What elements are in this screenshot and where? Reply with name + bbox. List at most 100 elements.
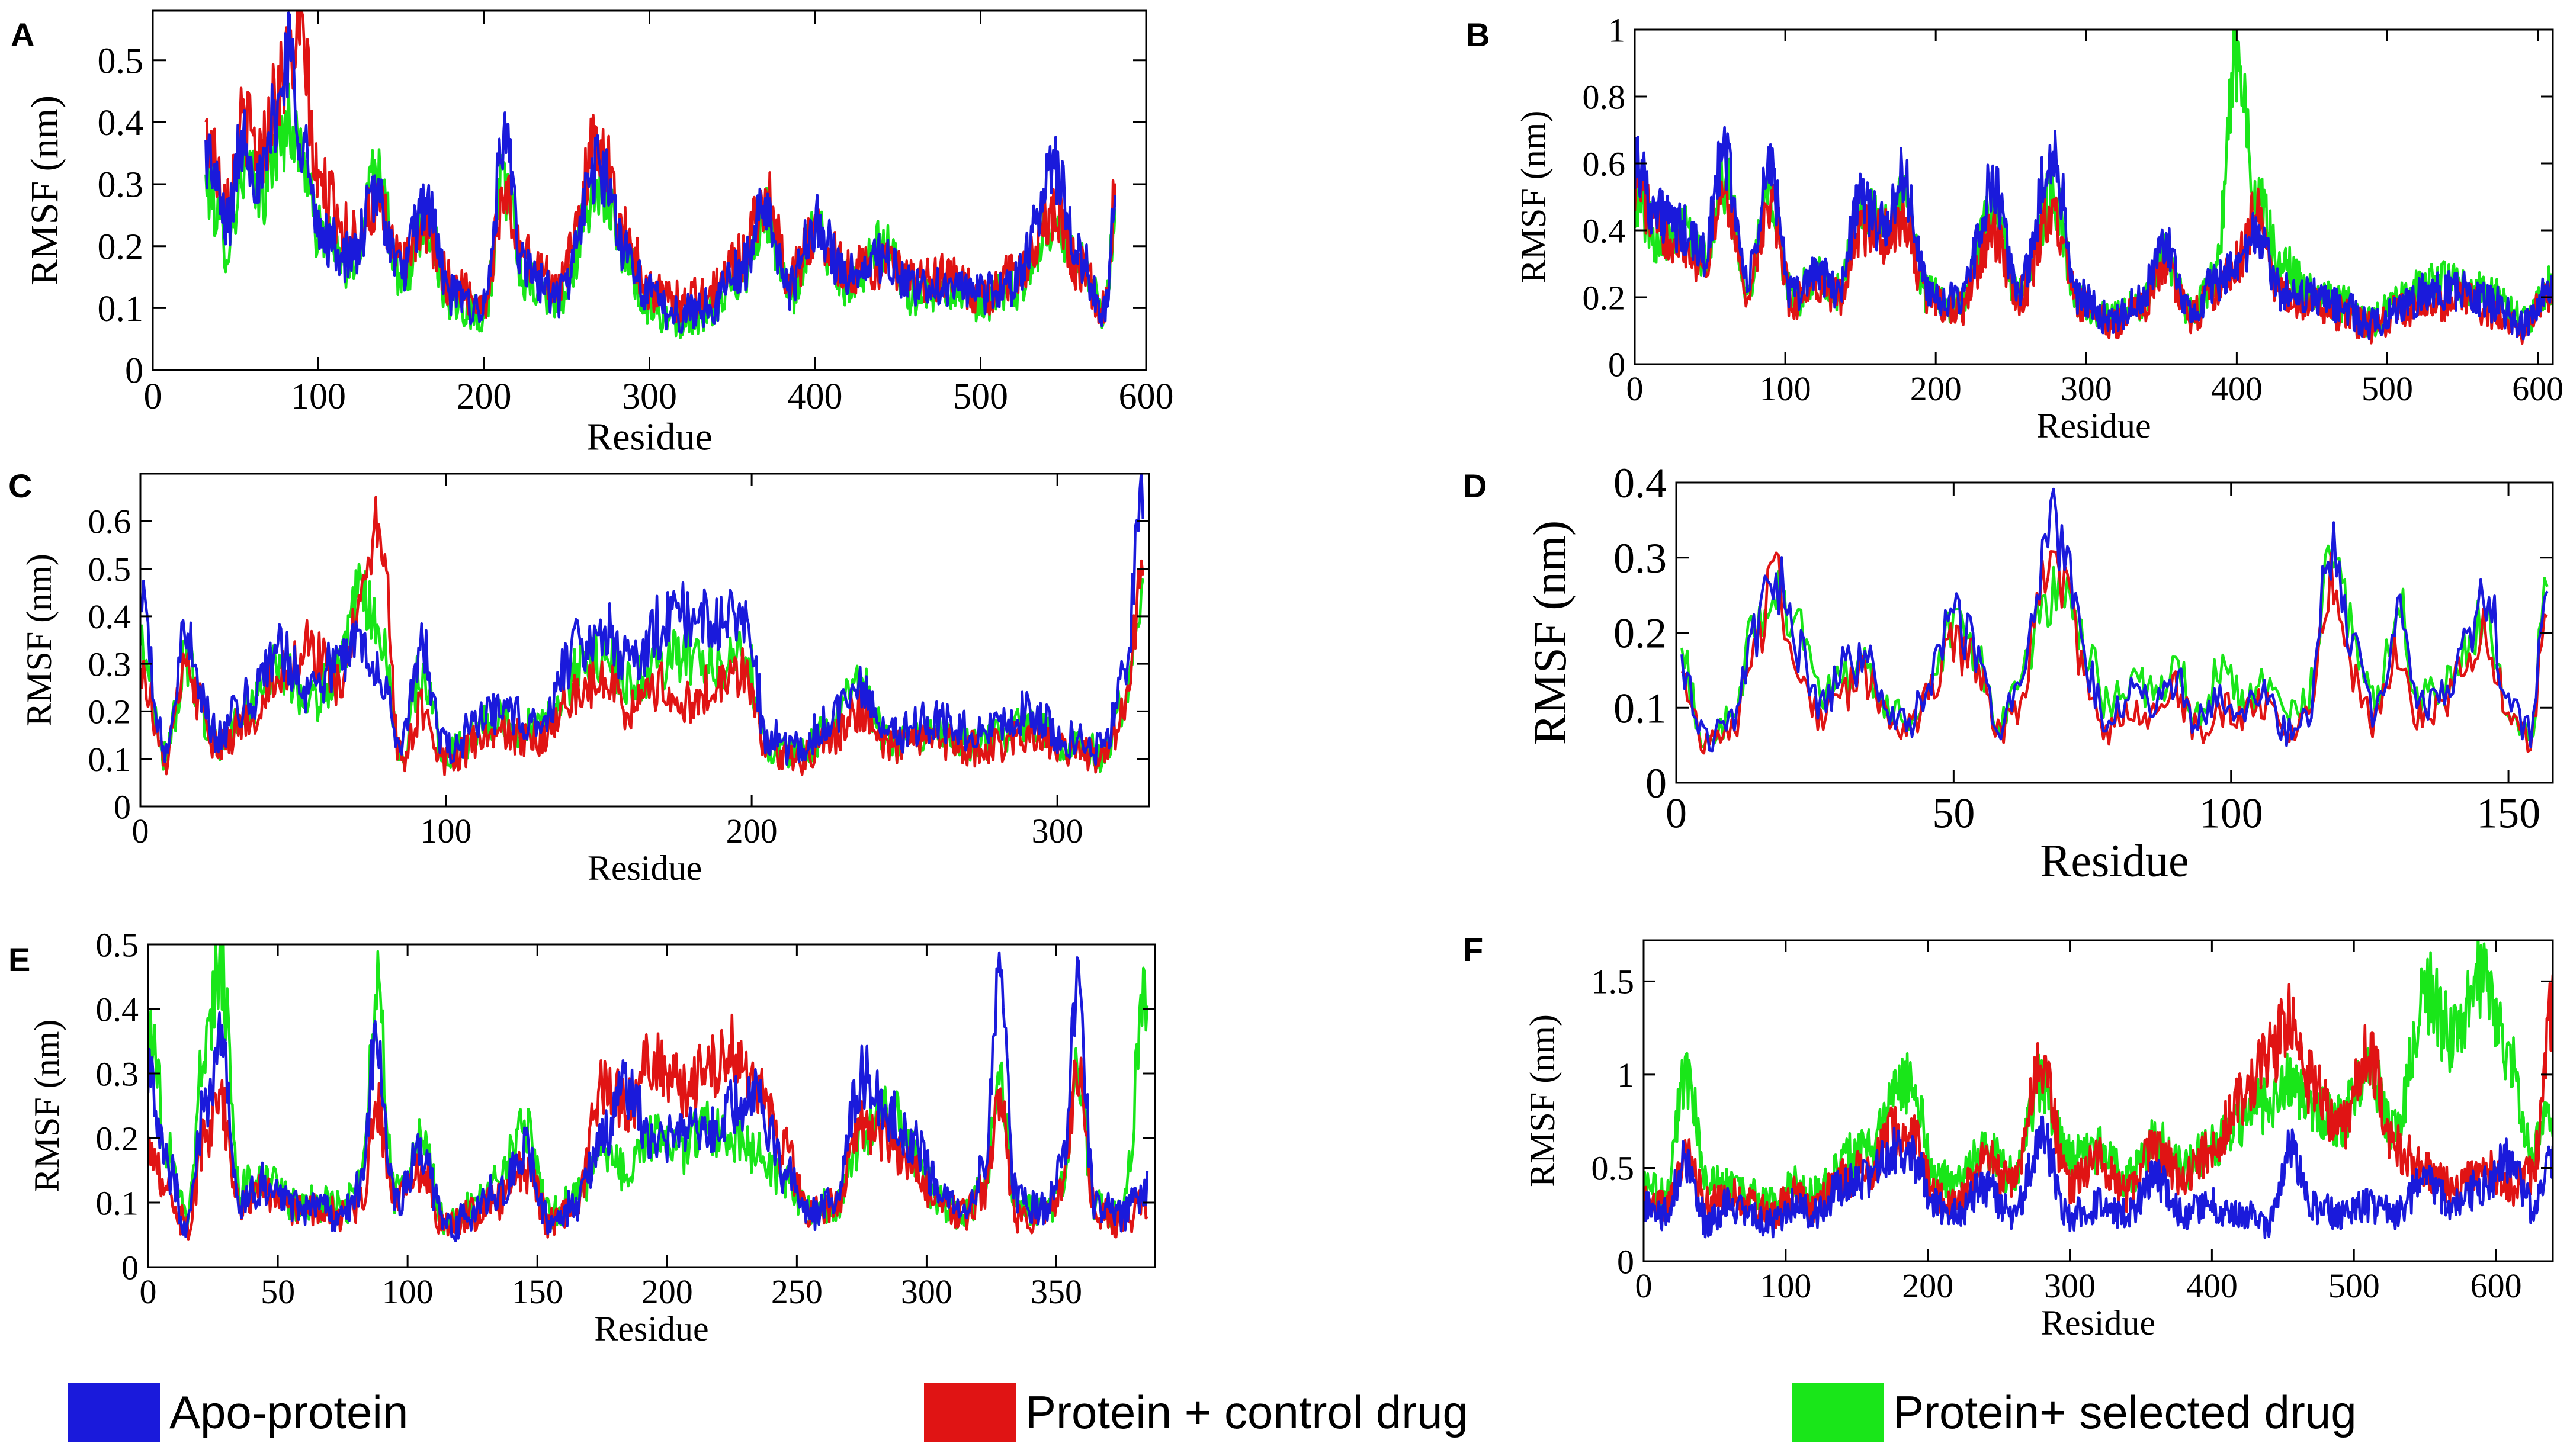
legend-item-selected: Protein+ selected drug (1792, 1380, 2357, 1445)
x-axis-label: Residue (2036, 406, 2151, 445)
y-tick-label: 0.3 (88, 645, 131, 683)
x-tick-label: 400 (2186, 1267, 2238, 1305)
x-tick-label: 250 (771, 1272, 823, 1311)
x-tick-label: 0 (140, 1272, 157, 1311)
y-tick-label: 0 (1617, 1242, 1634, 1281)
x-tick-label: 100 (1760, 1267, 1811, 1305)
chart-panel-f: F 0 100 200 300 400 500 600 0 0.5 1 1.5 Residue RMSF … (1463, 931, 2554, 1342)
x-tick-label: 600 (2512, 369, 2563, 408)
y-tick-label: 0.4 (96, 990, 139, 1028)
x-tick-label: 600 (2470, 1267, 2522, 1305)
x-tick-label: 0 (132, 812, 149, 850)
y-axis-label: RMSF (nm) (23, 95, 66, 285)
series-line-selected-d (1680, 544, 2549, 749)
y-tick-label: 0 (121, 1248, 139, 1287)
y-tick-label: 0.3 (1613, 535, 1667, 582)
x-tick-label: 100 (291, 377, 346, 417)
x-axis-label: Residue (594, 1309, 708, 1348)
y-tick-label: 0.1 (96, 1184, 139, 1222)
x-tick-label: 50 (1932, 790, 1975, 837)
panel-letter-b: B (1466, 16, 1490, 53)
y-tick-label: 0.5 (96, 925, 139, 964)
y-tick-label: 1 (1617, 1056, 1634, 1094)
legend-swatch-selected (1792, 1383, 1884, 1442)
x-tick-label: 100 (421, 812, 472, 850)
x-axis-label: Residue (588, 848, 702, 888)
x-tick-label: 300 (2061, 369, 2112, 408)
plot-frame (139, 473, 1150, 808)
y-tick-label: 0.4 (1583, 211, 1626, 250)
y-axis-label: RMSF (nm) (1524, 520, 1576, 745)
y-axis-label: RMSF (nm) (1523, 1014, 1562, 1187)
x-tick-label: 400 (788, 377, 843, 417)
series-line-apo-c (140, 474, 1144, 766)
series-line-apo-f (1644, 1115, 2553, 1239)
x-tick-label: 500 (953, 377, 1008, 417)
chart-panel-a: A 0 100 200 300 400 500 600 0 0.1 0.2 0.3 0.4 0.5 Resi… (11, 9, 1174, 458)
y-tick-label: 0 (1645, 760, 1667, 807)
x-tick-label: 350 (1031, 1272, 1082, 1311)
x-tick-label: 500 (2362, 369, 2413, 408)
series-line-apo-a (204, 11, 1117, 334)
x-tick-label: 200 (1910, 369, 1962, 408)
chart-panel-c: C0 100 200 30000.10.20.30.40.50.6ResidueRMS… (8, 467, 1150, 888)
x-tick-label: 50 (261, 1272, 295, 1311)
y-tick-label: 0.4 (88, 597, 131, 636)
legend-item-apo: Apo-protein (68, 1380, 408, 1445)
x-tick-label: 200 (641, 1272, 693, 1311)
legend-swatch-control (924, 1383, 1016, 1442)
x-tick-label: 300 (2044, 1267, 2096, 1305)
plot-frame (1634, 28, 2554, 365)
x-tick-label: 300 (1032, 812, 1083, 850)
y-tick-label: 0 (1608, 345, 1625, 384)
panel-letter-f: F (1463, 931, 1483, 968)
chart-panel-d: D 0 50 100 150 0 0.1 0.2 0.3 0.4 Residue RMSF (nm) (1463, 459, 2554, 886)
x-tick-label: 0 (1635, 1267, 1653, 1305)
x-tick-label: 300 (901, 1272, 952, 1311)
x-tick-label: 200 (457, 377, 512, 417)
y-tick-label: 0.6 (88, 503, 131, 541)
y-tick-label: 0.5 (1592, 1149, 1635, 1188)
y-tick-label: 0.1 (88, 740, 131, 779)
series-line-control-f (1644, 974, 2553, 1229)
legend-item-control: Protein + control drug (924, 1380, 1468, 1445)
y-tick-label: 0.5 (88, 550, 131, 589)
y-tick-label: 0.4 (1613, 459, 1667, 507)
plot-frame (1642, 939, 2554, 1262)
x-tick-label: 100 (2199, 790, 2263, 837)
panel-letter-d: D (1463, 467, 1487, 504)
y-tick-label: 0.8 (1583, 78, 1626, 116)
x-tick-label: 200 (1902, 1267, 1953, 1305)
y-axis-label: RMSF (nm) (27, 1020, 66, 1193)
x-tick-label: 0 (1666, 790, 1687, 837)
y-tick-label: 0.2 (88, 693, 131, 731)
series-line-apo-b (1635, 126, 2553, 341)
y-tick-label: 0 (114, 788, 131, 826)
x-axis-label: Residue (2040, 835, 2189, 886)
y-tick-label: 0.2 (1583, 278, 1626, 317)
y-tick-label: 0.1 (98, 289, 144, 329)
series-line-apo-e (148, 951, 1149, 1242)
x-tick-label: 150 (2476, 790, 2540, 837)
series-line-control-d (1680, 550, 2548, 755)
plot-frame (1675, 481, 2554, 784)
legend-swatch-apo (68, 1383, 160, 1442)
series-line-apo-d (1680, 487, 2549, 753)
panel-letter-c: C (8, 467, 32, 504)
y-tick-label: 0.1 (1613, 684, 1667, 732)
y-tick-label: 1 (1608, 11, 1625, 49)
x-tick-label: 300 (622, 377, 677, 417)
x-tick-label: 600 (1119, 377, 1174, 417)
chart-panel-b: B 0 100 200 300 400 500 600 0 0.2 0.4 0.6 0.8 1 Residu… (1466, 11, 2563, 445)
legend-label-selected: Protein+ selected drug (1893, 1386, 2357, 1438)
x-axis-label: Residue (586, 415, 713, 458)
plot-frame (152, 9, 1147, 371)
x-tick-label: 400 (2211, 369, 2263, 408)
y-tick-label: 1.5 (1592, 963, 1635, 1001)
y-tick-label: 0.6 (1583, 144, 1626, 183)
y-tick-label: 0.2 (98, 227, 144, 267)
y-axis-label: RMSF (nm) (1514, 111, 1553, 284)
x-tick-label: 200 (726, 812, 778, 850)
y-tick-label: 0.4 (98, 103, 144, 143)
